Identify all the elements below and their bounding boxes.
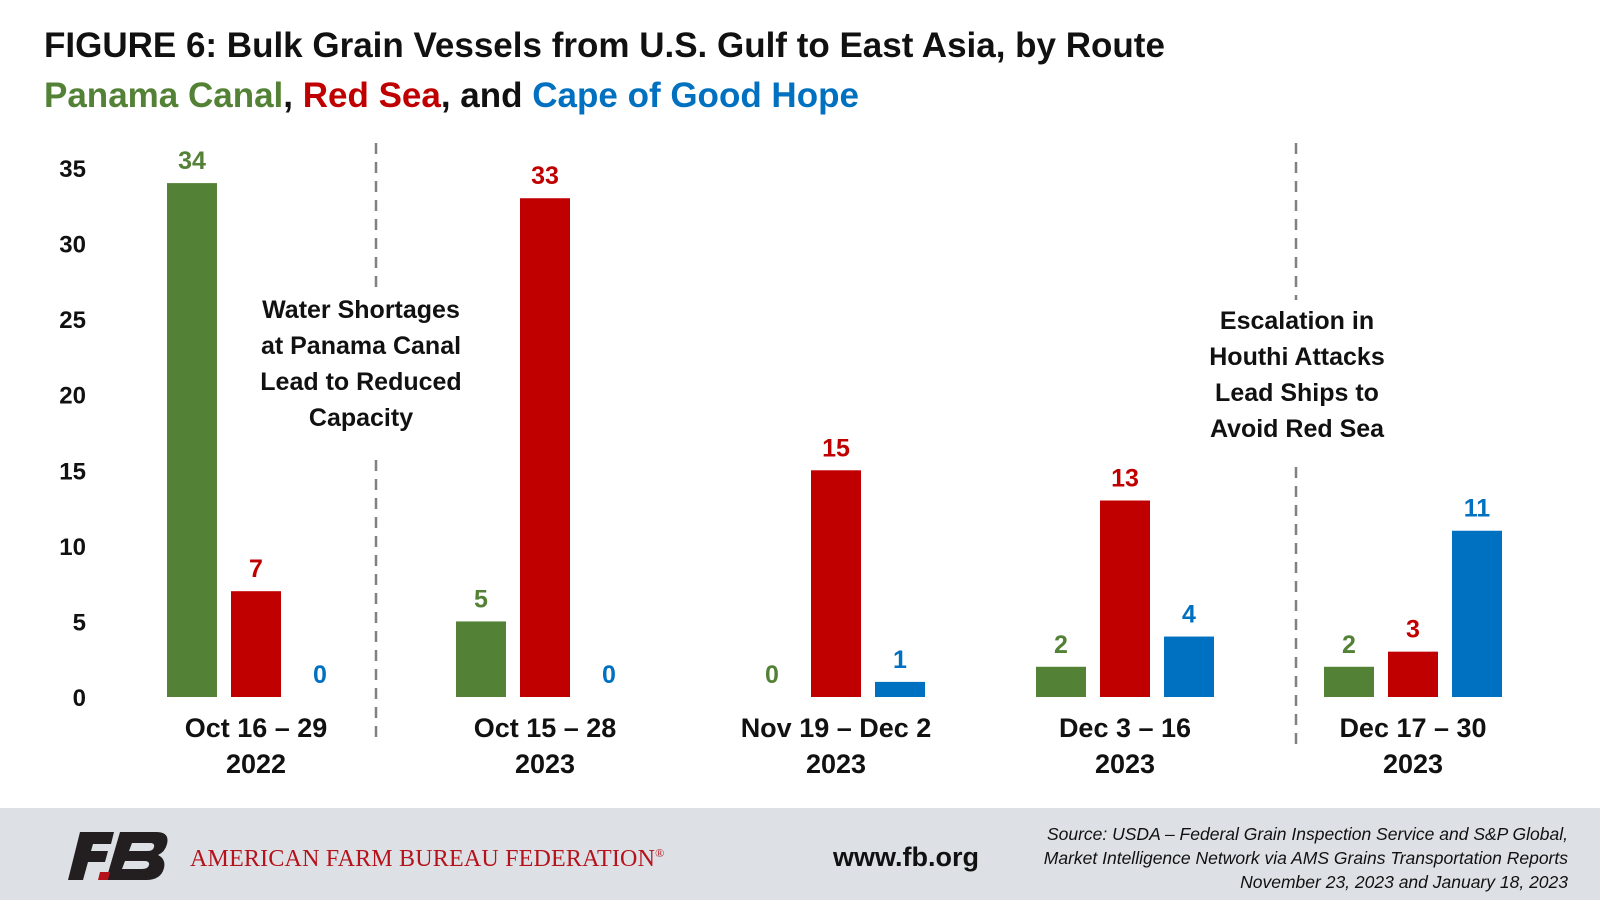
organization-name: AMERICAN FARM BUREAU FEDERATION® <box>190 846 664 873</box>
data-label: 0 <box>602 661 616 689</box>
bar <box>811 470 861 697</box>
bar <box>456 621 506 697</box>
y-tick-label: 0 <box>73 685 86 712</box>
bar <box>1164 636 1214 697</box>
annotation-text: Avoid Red Sea <box>1210 415 1385 443</box>
data-label: 2 <box>1342 631 1356 659</box>
data-label: 2 <box>1054 631 1068 659</box>
x-tick-label: 2023 <box>806 749 866 779</box>
y-tick-label: 30 <box>59 232 86 259</box>
bar <box>1100 500 1150 697</box>
x-tick-label: 2023 <box>1095 749 1155 779</box>
subtitle-separator: , <box>283 76 303 115</box>
bar <box>520 198 570 697</box>
annotation-text: at Panama Canal <box>261 332 461 360</box>
subtitle-separator: , and <box>440 76 533 115</box>
legend-red-sea: Red Sea <box>302 76 441 115</box>
annotation-text: Escalation in <box>1220 307 1374 335</box>
y-tick-label: 10 <box>59 534 86 561</box>
y-tick-label: 20 <box>59 383 86 410</box>
data-label: 15 <box>822 434 850 462</box>
x-tick-label: Dec 17 – 30 <box>1339 713 1486 743</box>
data-label: 5 <box>474 585 488 613</box>
data-label: 7 <box>249 555 263 583</box>
y-tick-label: 25 <box>59 307 86 334</box>
bar <box>1036 666 1086 697</box>
x-tick-label: Nov 19 – Dec 2 <box>741 713 932 743</box>
bar <box>231 591 281 697</box>
data-label: 34 <box>178 147 206 175</box>
bar <box>1388 651 1438 697</box>
y-tick-label: 5 <box>73 609 86 636</box>
bar <box>875 681 925 697</box>
x-tick-label: Oct 16 – 29 <box>185 713 328 743</box>
annotation-text: Lead to Reduced <box>260 368 461 396</box>
x-tick-label: 2023 <box>1383 749 1443 779</box>
source-line: Market Intelligence Network via AMS Grai… <box>1043 848 1568 868</box>
data-label: 33 <box>531 162 559 190</box>
bar <box>1452 530 1502 697</box>
bar <box>167 183 217 698</box>
legend-cape-of-good-hope: Cape of Good Hope <box>532 76 859 115</box>
annotation-text: Lead Ships to <box>1215 379 1379 407</box>
annotation-text: Houthi Attacks <box>1209 343 1384 371</box>
farm-bureau-logo-icon <box>68 832 168 880</box>
source-note: Source: USDA – Federal Grain Inspection … <box>1044 822 1568 894</box>
y-tick-label: 15 <box>59 458 86 485</box>
data-label: 0 <box>765 661 779 689</box>
chart-title: FIGURE 6: Bulk Grain Vessels from U.S. G… <box>44 26 1165 65</box>
website-link[interactable]: www.fb.org <box>833 842 979 872</box>
y-tick-label: 35 <box>59 156 86 183</box>
data-label: 3 <box>1406 616 1420 644</box>
data-label: 0 <box>313 661 327 689</box>
data-label: 4 <box>1182 601 1196 629</box>
source-line: Source: USDA – Federal Grain Inspection … <box>1046 824 1568 844</box>
x-tick-label: Dec 3 – 16 <box>1059 713 1191 743</box>
x-tick-label: Oct 15 – 28 <box>474 713 617 743</box>
footer-bar: AMERICAN FARM BUREAU FEDERATION® www.fb.… <box>0 808 1600 900</box>
x-tick-label: 2022 <box>226 749 286 779</box>
data-label: 13 <box>1111 465 1139 493</box>
annotation-text: Water Shortages <box>262 296 460 324</box>
x-tick-label: 2023 <box>515 749 575 779</box>
source-line: November 23, 2023 and January 18, 2023 <box>1240 872 1568 892</box>
data-label: 11 <box>1464 495 1491 523</box>
organization-name-text: AMERICAN FARM BUREAU FEDERATION <box>190 846 656 872</box>
bar <box>1324 666 1374 697</box>
legend-panama-canal: Panama Canal <box>44 76 284 115</box>
annotation-text: Capacity <box>309 404 413 432</box>
registered-mark: ® <box>655 846 665 860</box>
chart-subtitle: Panama Canal, Red Sea, and Cape of Good … <box>44 76 859 116</box>
data-label: 1 <box>893 646 907 674</box>
